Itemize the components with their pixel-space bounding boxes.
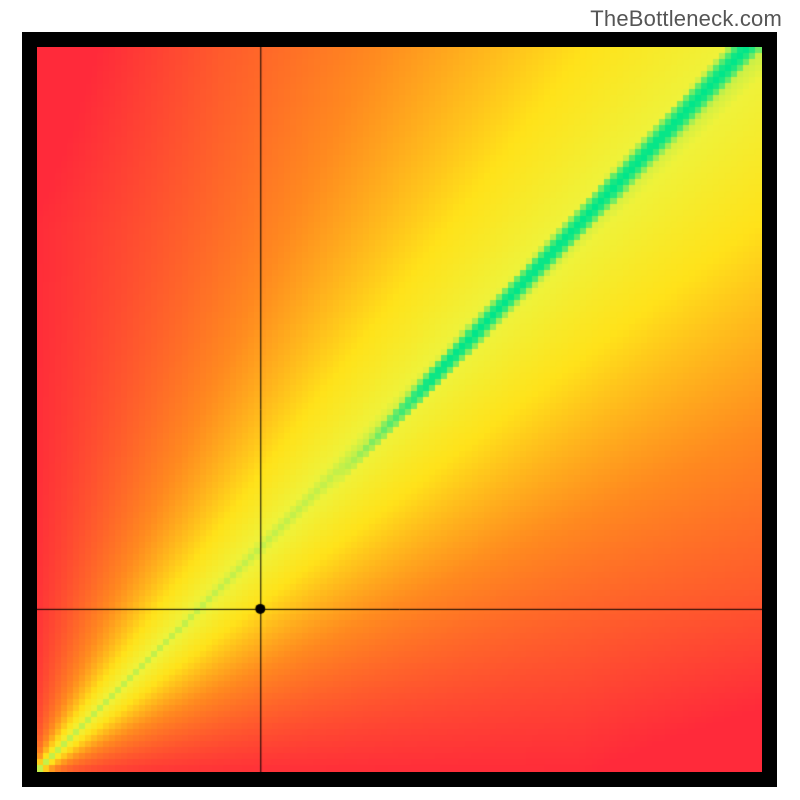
page-container: TheBottleneck.com [0, 0, 800, 800]
bottleneck-heatmap [37, 47, 762, 772]
watermark-text: TheBottleneck.com [590, 6, 782, 32]
